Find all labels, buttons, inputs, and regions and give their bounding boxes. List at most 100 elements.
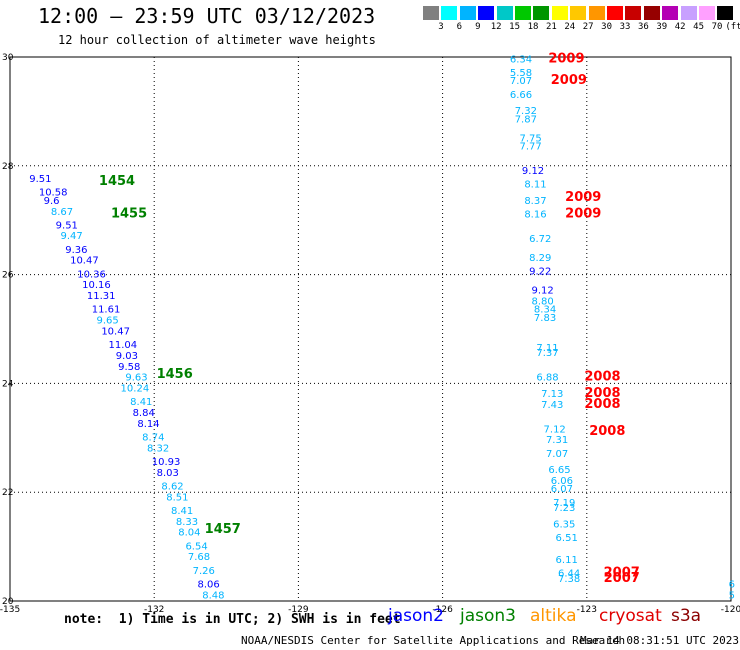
legend-label: 21	[545, 22, 557, 32]
y-tick-label: 26	[2, 271, 14, 281]
wave-height-value: 8.29	[529, 253, 551, 264]
legend-swatch	[607, 6, 623, 20]
legend-label: 42	[674, 22, 686, 32]
wave-height-value: 6.44	[558, 569, 580, 580]
wave-height-value: 7.68	[188, 552, 210, 563]
pass-time-label: 1454	[99, 174, 135, 189]
x-tick-label: -123	[577, 605, 597, 615]
wave-height-value: 5	[729, 590, 735, 601]
x-tick-label: -135	[0, 605, 20, 615]
wave-height-value: 8.11	[524, 180, 546, 191]
wave-height-value: 8.16	[524, 209, 546, 220]
legend-label: 45	[693, 22, 705, 32]
wave-height-value: 8.37	[524, 196, 546, 207]
wave-height-value: 6.34	[510, 54, 532, 65]
legend-swatch	[478, 6, 495, 20]
wave-height-value: 6	[729, 579, 735, 590]
wave-height-value: 8.67	[51, 207, 73, 218]
wave-height-value: 7.26	[193, 566, 215, 577]
wave-height-value: 7.83	[534, 313, 556, 324]
wave-height-value: 8.14	[137, 419, 159, 430]
wave-height-value: 6.54	[185, 541, 207, 552]
wave-height-value: 7.31	[546, 435, 568, 446]
wave-height-value: 7.75	[520, 133, 542, 144]
x-tick-label: -120	[721, 605, 740, 615]
pass-time-label: 2007	[604, 571, 640, 586]
wave-height-value: 9.47	[60, 231, 82, 242]
legend-swatch	[680, 6, 697, 20]
legend-label: 3	[438, 22, 444, 32]
wave-height-value: 9.63	[125, 373, 147, 384]
legend-label: 39	[656, 22, 668, 32]
legend-label: (ft)	[725, 22, 740, 32]
wave-height-value: 9.58	[118, 362, 140, 373]
wave-height-value: 8.34	[534, 305, 556, 316]
wave-height-value: 9.22	[529, 267, 551, 278]
wave-height-value: 9.12	[522, 166, 544, 177]
mission-s3a: s3a	[671, 606, 702, 626]
wave-height-value: 8.84	[133, 408, 155, 419]
wave-height-value: 10.93	[152, 457, 181, 468]
wave-height-value: 10.16	[82, 280, 111, 291]
pass-time-label: 2009	[551, 73, 587, 88]
pass-time-label: 2008	[589, 424, 625, 439]
wave-height-value: 7.32	[515, 106, 537, 117]
wave-height-value: 10.36	[77, 269, 106, 280]
wave-height-value: 8.51	[166, 492, 188, 503]
wave-height-value: 7.07	[510, 76, 532, 87]
wave-height-value: 8.41	[171, 506, 193, 517]
wave-height-value: 9.12	[532, 286, 554, 297]
legend-label: 24	[564, 22, 576, 32]
wave-height-value: 6.11	[556, 555, 578, 566]
legend-swatch	[423, 6, 439, 20]
mission-cryosat: cryosat	[599, 606, 662, 626]
y-tick-label: 20	[2, 597, 14, 607]
legend-label: 27	[582, 22, 594, 32]
wave-height-value: 9.51	[56, 220, 78, 231]
page-subtitle: 12 hour collection of altimeter wave hei…	[58, 33, 376, 47]
wave-height-value: 8.41	[130, 397, 152, 408]
pass-time-label: 2007	[604, 566, 640, 581]
plot-grid	[10, 57, 731, 601]
legend-swatch	[717, 6, 734, 20]
measurement-labels: 9.5110.589.68.679.519.479.3610.4710.3610…	[29, 51, 735, 601]
wave-height-value: 6.66	[510, 90, 532, 101]
wave-height-value: 8.04	[178, 528, 200, 539]
wave-height-value: 5.58	[510, 68, 532, 79]
wave-height-value: 9.36	[65, 245, 87, 256]
legend-label: 12	[490, 22, 502, 32]
x-tick-label: -132	[144, 605, 164, 615]
wave-height-value: 6.06	[551, 476, 573, 487]
y-tick-label: 30	[2, 53, 14, 63]
y-tick-label: 28	[2, 162, 14, 172]
footer-note: note: 1) Time is in UTC; 2) SWH is in fe…	[64, 612, 401, 627]
pass-time-label: 2008	[584, 386, 620, 401]
wave-height-value: 7.23	[553, 503, 575, 514]
legend-label: 30	[601, 22, 613, 32]
y-tick-label: 22	[2, 488, 13, 498]
wave-height-value: 6.72	[529, 234, 551, 245]
wave-height-value: 8.74	[142, 433, 164, 444]
wave-height-value: 8.62	[161, 481, 183, 492]
plot-frame	[9, 56, 732, 602]
legend-label: 36	[637, 22, 649, 32]
wave-height-value: 11.61	[92, 305, 121, 316]
mission-altika: altika	[530, 606, 577, 626]
x-tick-label: -129	[288, 605, 309, 615]
wave-height-value: 10.47	[70, 256, 99, 267]
wave-height-value: 7.12	[544, 424, 566, 435]
wave-height-value: 9.03	[116, 351, 138, 362]
wave-height-value: 6.65	[548, 465, 570, 476]
wave-height-value: 8.33	[176, 517, 198, 528]
y-tick-label: 24	[2, 379, 14, 389]
legend-label: 33	[619, 22, 631, 32]
wave-height-value: 7.37	[536, 348, 558, 359]
legend-swatch	[643, 6, 660, 20]
legend-swatch	[496, 6, 513, 20]
pass-time-label: 2009	[548, 51, 584, 66]
credit-line: NOAA/NESDIS Center for Satellite Applica…	[241, 634, 626, 647]
generated-timestamp: Mar 14 08:31:51 UTC 2023	[580, 634, 739, 647]
map-border	[9, 56, 732, 602]
wave-height-value: 7.13	[541, 389, 563, 400]
legend-label: 15	[509, 22, 521, 32]
